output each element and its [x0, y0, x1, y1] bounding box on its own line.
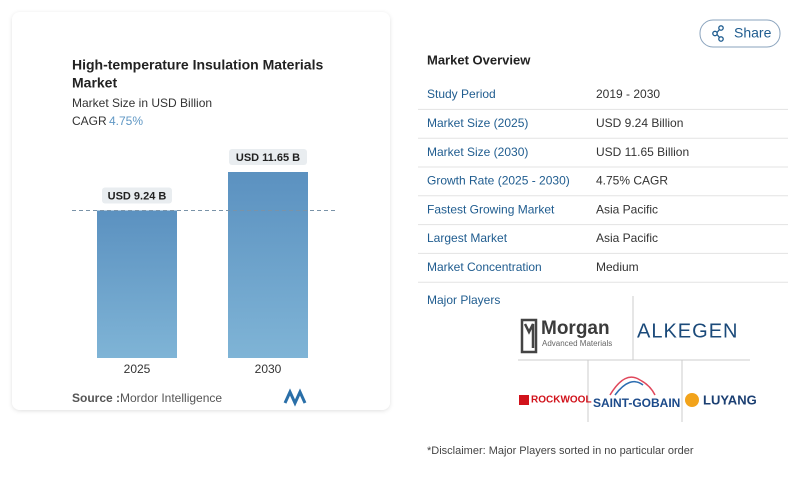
row-label: Market Concentration	[427, 260, 542, 274]
players-title: Major Players	[427, 293, 500, 307]
chart-title-1: High-temperature Insulation Materials	[72, 57, 323, 73]
source: Mordor Intelligence	[120, 391, 222, 405]
row-label: Market Size (2030)	[427, 145, 528, 159]
row-label: Fastest Growing Market	[427, 202, 555, 216]
bar	[97, 210, 177, 358]
luyang-mark	[685, 393, 699, 407]
morgan-text: Morgan	[541, 318, 610, 339]
bar	[228, 172, 308, 358]
value-label-bg	[229, 149, 307, 165]
bar-chart: USD 9.24 B 2025 USD 11.65 B 2030	[72, 149, 338, 376]
row-label: Largest Market	[427, 231, 508, 245]
row-value: 4.75% CAGR	[596, 174, 668, 188]
source-label: Source :	[72, 391, 120, 405]
value-label: USD 11.65 B	[236, 152, 300, 164]
row-value: USD 11.65 Billion	[596, 145, 689, 159]
chart-subtitle: Market Size in USD Billion	[72, 96, 212, 110]
overview-title: Market Overview	[427, 52, 531, 67]
cagr-label: CAGR	[72, 114, 107, 128]
x-tick-label: 2030	[255, 362, 282, 376]
value-label-bg	[102, 187, 172, 204]
saint-gobain-logo: SAINT-GOBAIN	[593, 396, 680, 410]
row-value: 2019 - 2030	[596, 87, 660, 101]
share-button[interactable]	[699, 19, 781, 48]
cagr-value: 4.75%	[109, 114, 143, 128]
row-label: Market Size (2025)	[427, 116, 528, 130]
value-label: USD 9.24 B	[108, 190, 167, 202]
saint-gobain-mark	[609, 376, 656, 396]
overview-table: Study Period 2019 - 2030 Market Size (2025…	[418, 87, 788, 283]
rockwool-mark	[519, 395, 529, 405]
share-icon	[712, 25, 724, 42]
morgan-sub: Advanced Materials	[542, 339, 612, 348]
row-value: Asia Pacific	[596, 231, 658, 245]
x-tick-label: 2025	[124, 362, 151, 376]
luyang-logo: LUYANG	[703, 392, 757, 407]
share-label[interactable]: Share	[734, 25, 772, 41]
row-value: Medium	[596, 260, 639, 274]
row-value: Asia Pacific	[596, 202, 658, 216]
rockwool-logo: ROCKWOOL	[531, 395, 592, 406]
source-logo	[283, 388, 307, 407]
alkegen-logo: ALKEGEN	[637, 320, 738, 342]
row-label: Growth Rate (2025 - 2030)	[427, 174, 570, 188]
disclaimer: *Disclaimer: Major Players sorted in no …	[427, 445, 694, 457]
row-value: USD 9.24 Billion	[596, 116, 683, 130]
morgan-logo: Morgan Advanced Materials	[520, 318, 612, 354]
players-grid	[518, 296, 750, 422]
row-label: Study Period	[427, 87, 496, 101]
chart-title-2: Market	[72, 75, 117, 91]
